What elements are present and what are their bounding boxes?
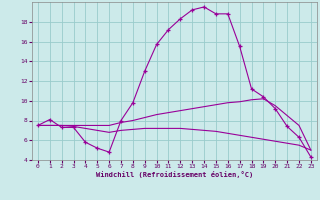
X-axis label: Windchill (Refroidissement éolien,°C): Windchill (Refroidissement éolien,°C) xyxy=(96,171,253,178)
